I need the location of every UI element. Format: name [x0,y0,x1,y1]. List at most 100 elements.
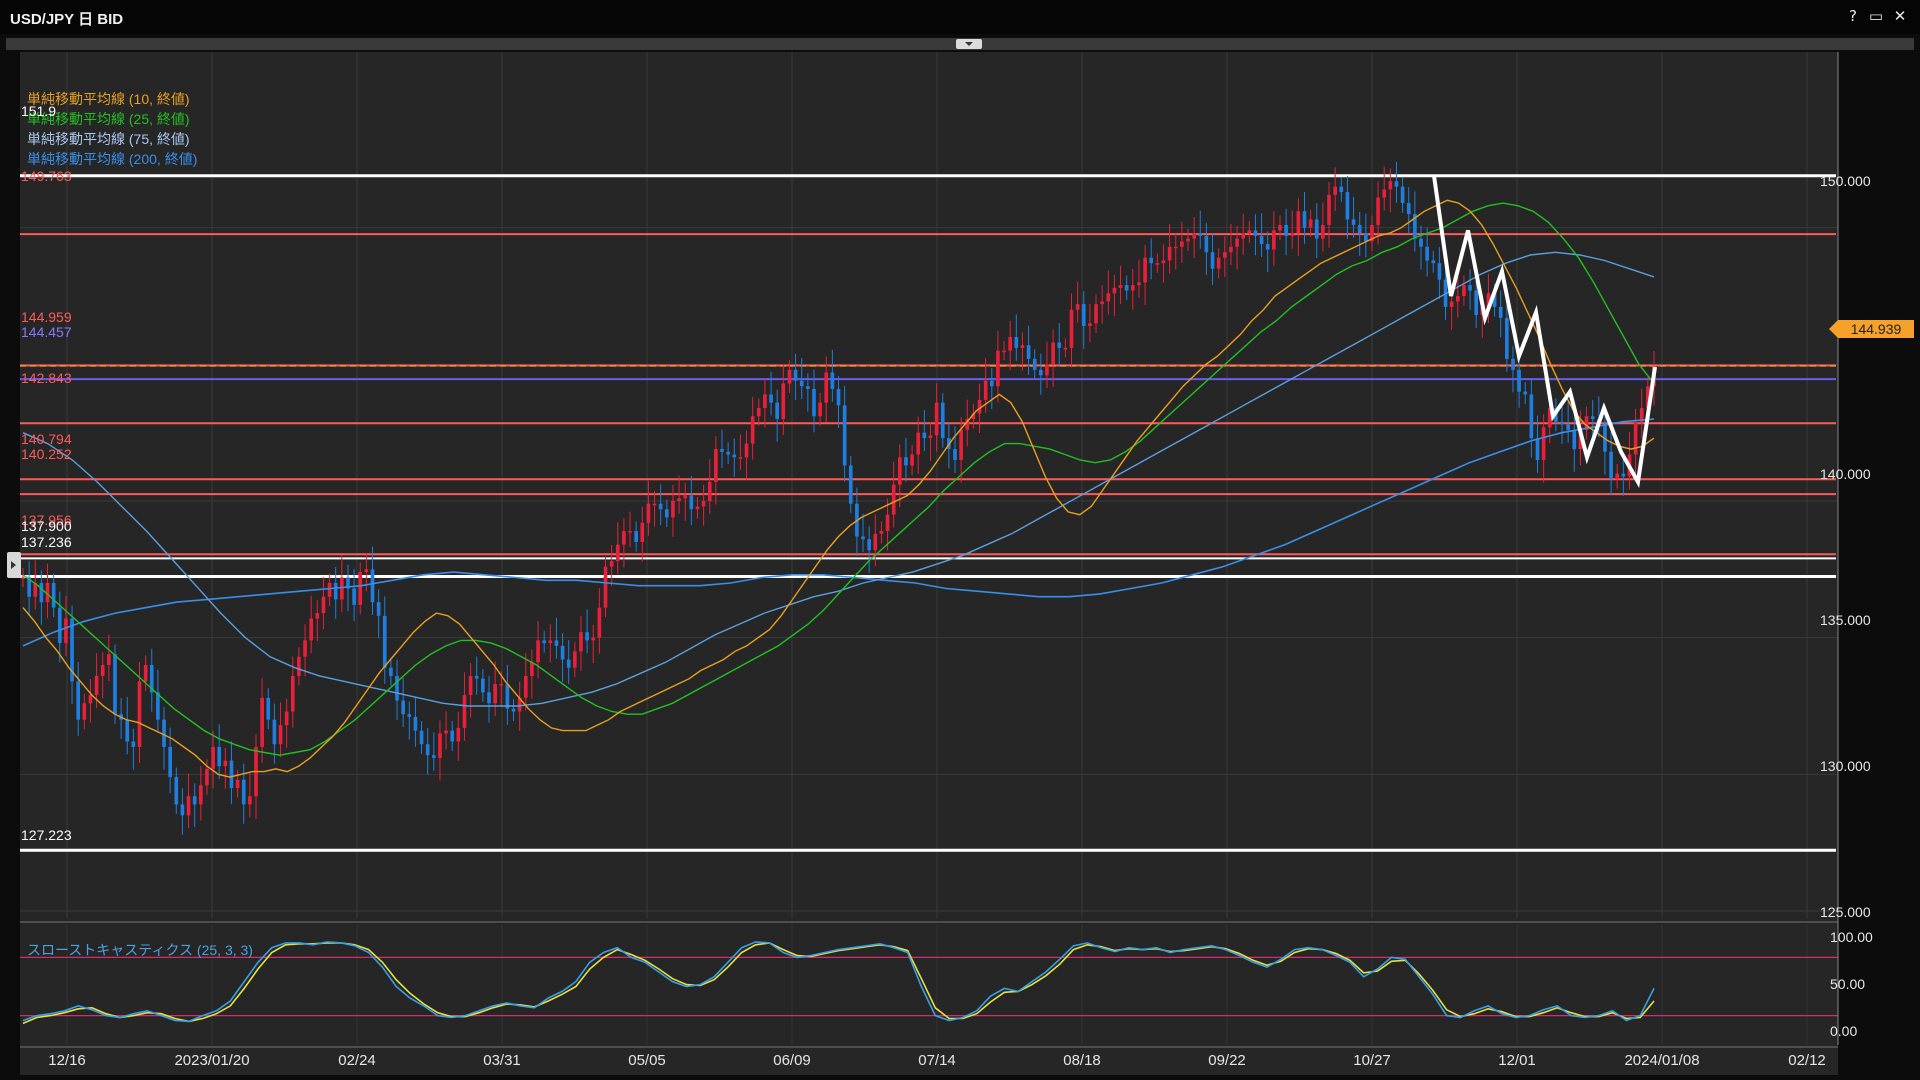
candle-body [376,602,381,616]
candle-body [530,662,534,676]
help-button[interactable]: ? [1849,7,1857,25]
candle-body [149,665,154,693]
legend-sma200: 単純移動平均線 (200, 終値) [27,151,198,167]
candle-body [560,645,565,660]
candle-body [1210,252,1215,269]
x-tick-label: 12/01 [1498,1052,1536,1069]
candle-body [1560,421,1564,425]
candle-body [591,637,596,641]
candle-body [1541,427,1546,460]
candle-body [425,744,430,756]
candle-body [1192,233,1196,239]
candle-body [523,675,528,698]
candle-body [793,369,798,381]
candle-body [818,402,822,417]
window-title-bar: USD/JPY 日 BID ? ▭ ✕ [0,0,1920,34]
candle-body [1388,181,1393,190]
candle-body [1296,211,1301,234]
panel-expand-handle[interactable] [7,552,21,578]
candle-body [542,640,547,644]
x-tick-label: 07/14 [918,1052,956,1069]
y-tick-label: 140.000 [1820,466,1871,482]
candle-body [1308,219,1313,228]
candle-body [493,684,497,704]
candle-body [1419,238,1423,247]
candle-body [1081,304,1086,327]
candle-body [726,451,730,455]
level-label: 144.959 [21,309,72,325]
candle-body [82,703,87,720]
candle-body [284,711,289,726]
moving-averages [22,199,1655,778]
candle-body [1124,285,1129,291]
candle-body [315,613,320,619]
close-button[interactable]: ✕ [1893,7,1907,25]
candle-body [916,432,921,455]
candle-body [677,498,681,501]
toolbar-collapse-bar [6,38,1914,50]
candle-body [456,727,461,742]
candle-body [573,651,577,668]
candle-body [683,495,688,499]
level-label: 137.956 [21,512,72,528]
candle-body [1014,337,1019,348]
candle-body [707,481,712,501]
maximize-button[interactable]: ▭ [1868,7,1884,25]
x-tick-label: 03/31 [483,1052,521,1069]
candle-body [395,675,399,701]
candle-body [1075,304,1080,310]
candle-body [1547,408,1552,428]
collapse-toggle-button[interactable] [956,39,982,49]
candle-body [824,372,829,403]
candle-body [1646,386,1650,409]
candle-body [382,615,387,668]
candle-body [1020,345,1025,348]
x-tick-label: 06/09 [773,1052,811,1069]
stoch-tick-label: 0.00 [1830,1023,1858,1039]
candle-body [1198,233,1203,236]
candle-body [364,569,369,573]
candle-body [891,484,896,515]
candle-body [1290,233,1295,236]
candle-body [1284,224,1288,236]
candle-body [303,640,307,657]
candle-body [444,730,448,734]
candle-body [1345,192,1350,220]
candle-body [438,733,442,758]
candle-body [1511,358,1515,370]
candle-body [389,667,393,676]
x-tick-label: 2023/01/20 [174,1052,250,1069]
candle-body [1615,473,1620,480]
candle-body [180,804,185,816]
candle-body [1278,224,1282,231]
x-tick-label: 02/12 [1788,1052,1826,1069]
candle-body [1088,323,1092,327]
candle-body [1222,252,1227,258]
candle-body [597,607,602,638]
candle-body [1455,296,1460,302]
candle-body [57,607,62,644]
candle-body [1517,369,1521,392]
legend-sma75: 単純移動平均線 (75, 終値) [27,131,190,147]
candle-body [474,675,479,679]
sma75-line [22,251,1655,707]
candle-body [806,386,810,389]
candle-body [879,531,884,534]
candle-body [842,405,847,466]
legend-sma25: 単純移動平均線 (25, 終値) [27,111,190,127]
candle-body [192,796,197,805]
candle-body [1566,424,1570,430]
stoch-k-line [22,941,1655,1023]
candle-body [94,675,99,696]
candle-body [217,747,222,767]
candle-body [1137,282,1141,286]
candle-body [499,684,504,686]
candle-body [971,413,976,419]
candle-body [1351,219,1356,225]
candle-body [1229,246,1233,253]
candle-body [1057,342,1062,348]
candle-body [1431,260,1436,264]
candle-body [511,708,516,712]
candle-body [1370,224,1374,242]
